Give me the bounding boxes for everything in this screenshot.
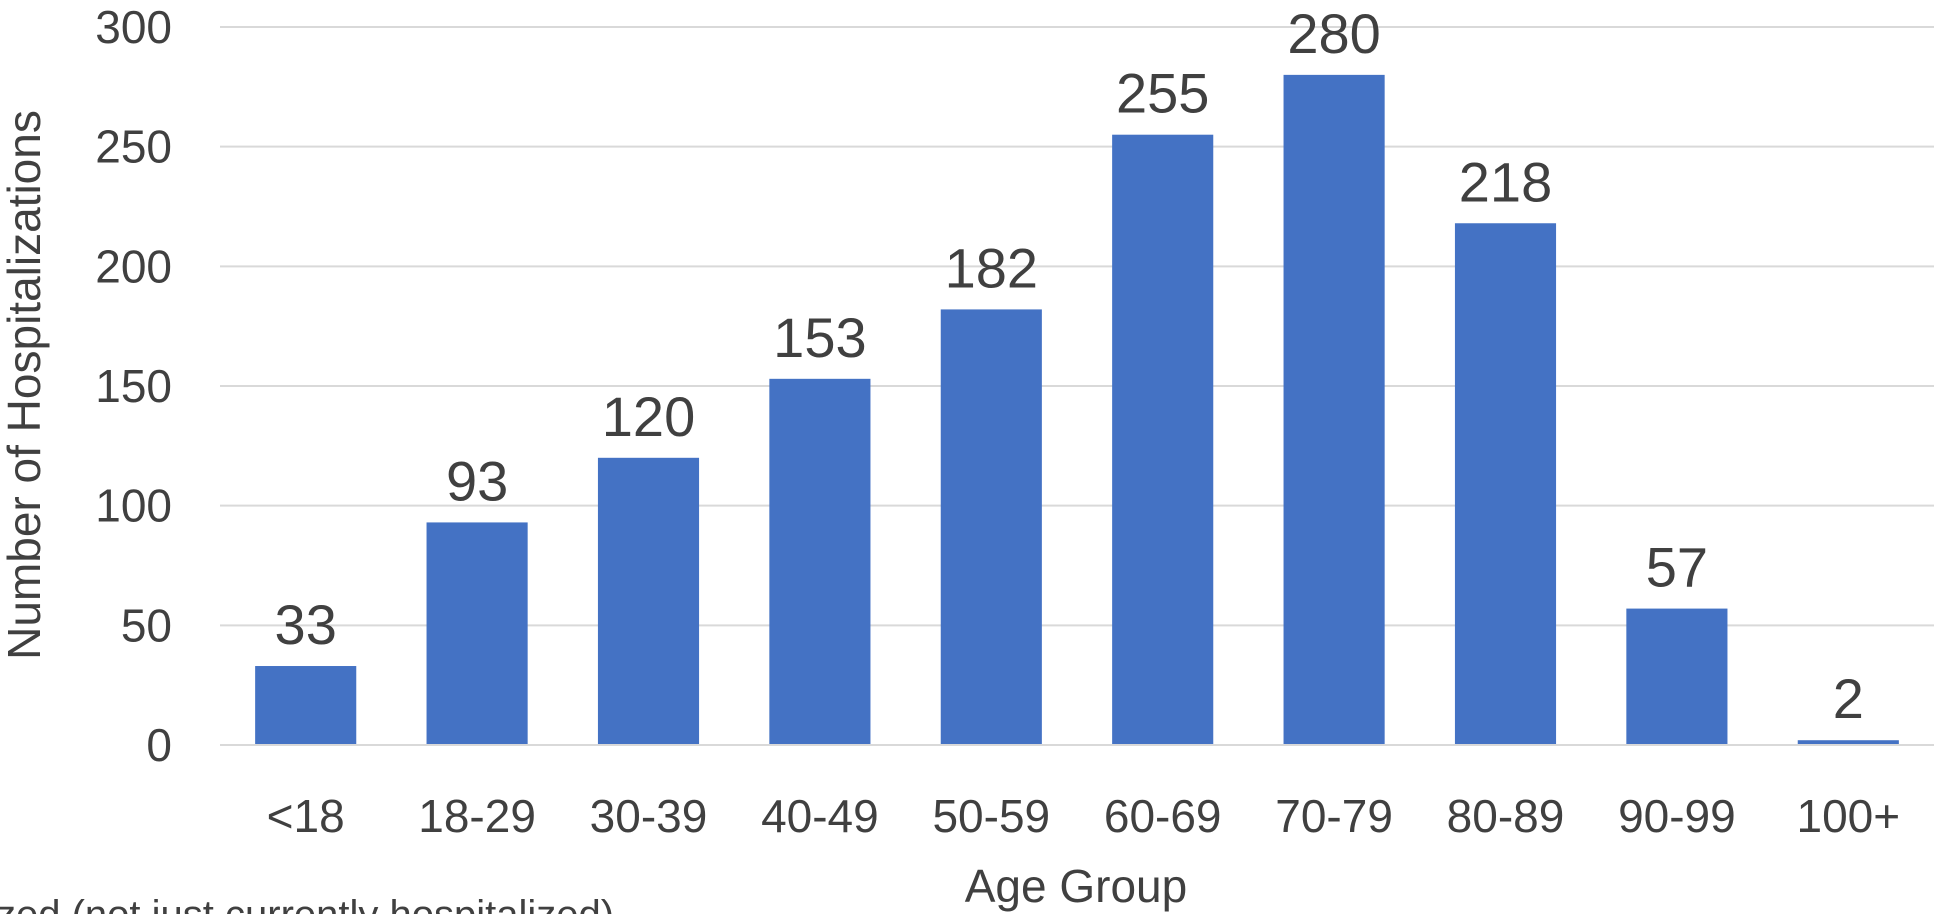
x-axis-title: Age Group bbox=[965, 860, 1187, 912]
y-axis-title: Number of Hospitalizations bbox=[0, 110, 50, 660]
x-axis-ticks: <18 18-29 30-39 40-49 50-59 60-69 70-79 80-89 90… bbox=[267, 790, 1900, 842]
y-tick-label: 50 bbox=[121, 599, 172, 651]
bar bbox=[597, 457, 700, 745]
y-tick-label: 250 bbox=[95, 121, 172, 173]
x-tick-label: <18 bbox=[267, 790, 345, 842]
data-label: 153 bbox=[773, 306, 866, 369]
data-label: 280 bbox=[1287, 2, 1380, 65]
data-label: 33 bbox=[275, 593, 337, 656]
bar bbox=[769, 378, 871, 745]
data-label: 93 bbox=[446, 449, 508, 512]
y-tick-label: 200 bbox=[95, 240, 172, 292]
x-tick-label: 30-39 bbox=[590, 790, 708, 842]
x-tick-label: 80-89 bbox=[1447, 790, 1565, 842]
data-label: 255 bbox=[1116, 62, 1209, 125]
bar bbox=[1626, 608, 1728, 745]
x-tick-label: 18-29 bbox=[418, 790, 536, 842]
data-label: 57 bbox=[1646, 536, 1708, 599]
y-axis-ticks: 0 50 100 150 200 250 300 bbox=[95, 1, 172, 771]
footnote: zed (not just currently hospitalized) bbox=[0, 893, 614, 914]
data-label: 182 bbox=[945, 236, 1038, 299]
bars bbox=[255, 74, 1899, 746]
data-label: 120 bbox=[602, 385, 695, 448]
x-tick-label: 60-69 bbox=[1104, 790, 1222, 842]
bar bbox=[1283, 74, 1385, 745]
y-tick-label: 0 bbox=[146, 719, 172, 771]
bar bbox=[1112, 134, 1214, 745]
data-label: 2 bbox=[1833, 667, 1864, 730]
x-tick-label: 100+ bbox=[1796, 790, 1900, 842]
data-labels: 33 93 120 153 182 255 280 218 57 2 bbox=[275, 2, 1864, 730]
x-tick-label: 90-99 bbox=[1618, 790, 1736, 842]
y-tick-label: 100 bbox=[95, 480, 172, 532]
bar bbox=[940, 309, 1042, 745]
y-tick-label: 300 bbox=[95, 1, 172, 53]
data-label: 218 bbox=[1459, 150, 1552, 213]
x-tick-label: 50-59 bbox=[932, 790, 1050, 842]
bar bbox=[1797, 740, 1899, 745]
y-tick-label: 150 bbox=[95, 360, 172, 412]
bar bbox=[255, 666, 357, 745]
x-tick-label: 70-79 bbox=[1275, 790, 1393, 842]
bar bbox=[426, 522, 528, 745]
x-tick-label: 40-49 bbox=[761, 790, 879, 842]
bar bbox=[1454, 223, 1557, 746]
